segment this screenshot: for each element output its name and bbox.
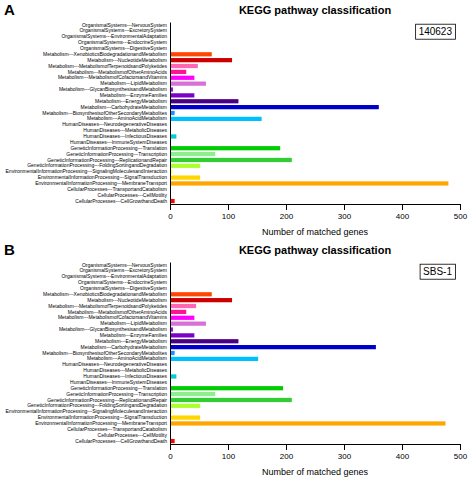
bars — [170, 52, 448, 203]
bar — [170, 304, 196, 308]
tick-mark — [286, 204, 287, 210]
tick-mark — [228, 444, 229, 450]
bar — [170, 146, 280, 150]
tick-mark — [170, 204, 171, 210]
tick-label: 400 — [396, 452, 410, 461]
bar — [170, 93, 194, 97]
tick-label: 500 — [454, 212, 468, 221]
tick-label: 300 — [338, 452, 352, 461]
tick-label: 0 — [168, 212, 173, 221]
tick: 400 — [396, 204, 410, 221]
label-box-frame — [416, 24, 456, 39]
label-box: 140623 — [416, 24, 456, 39]
bar — [170, 105, 379, 109]
label-box: SBS-1 — [420, 264, 455, 279]
label-text: 140623 — [419, 26, 453, 37]
x-axis: 0 100 200 300 400 500 — [168, 204, 467, 221]
tick: 300 — [338, 204, 352, 221]
bar — [170, 415, 200, 419]
bar — [170, 76, 194, 80]
bar — [170, 70, 186, 74]
y-axis: OrganismalSystems---NervousSystemOrganis… — [6, 262, 171, 445]
tick-label: 500 — [454, 452, 468, 461]
chart-root: 0 100 200 300 400 500 OrganismalSystems---Nerv… — [0, 0, 474, 480]
tick-label: 200 — [280, 452, 294, 461]
tick-label: CellularProcesses---CellGrowthandDeath — [75, 438, 167, 444]
label-text: SBS-1 — [423, 266, 452, 277]
tick-label: 100 — [222, 212, 236, 221]
bar — [170, 298, 232, 302]
bar — [170, 421, 446, 425]
tick-label: CellularProcesses---CellGrowthandDeath — [75, 198, 167, 204]
bar — [170, 322, 206, 326]
panel-letter: B — [4, 241, 15, 258]
bar — [170, 164, 200, 168]
bar — [170, 117, 262, 121]
bar — [170, 82, 206, 86]
tick-mark — [228, 204, 229, 210]
tick: 0 — [168, 444, 173, 461]
tick: CellularProcesses---CellGrowthandDeath — [75, 438, 167, 444]
tick: 100 — [222, 204, 236, 221]
x-axis: 0 100 200 300 400 500 — [168, 444, 467, 461]
tick: 500 — [454, 444, 468, 461]
bar — [170, 357, 258, 361]
bar — [170, 64, 198, 68]
title: KEGG pathway classification — [239, 4, 391, 16]
tick-label: 200 — [280, 212, 294, 221]
tick-mark — [344, 204, 345, 210]
bar — [170, 181, 448, 185]
tick: 400 — [396, 444, 410, 461]
tick-mark — [460, 444, 461, 450]
title: KEGG pathway classification — [239, 244, 391, 256]
tick: 200 — [280, 444, 294, 461]
bar — [170, 316, 194, 320]
bar — [170, 333, 194, 337]
tick-mark — [286, 444, 287, 450]
tick-label: 100 — [222, 452, 236, 461]
tick-mark — [460, 204, 461, 210]
bar — [170, 152, 215, 156]
axis-title: Number of matched genes — [262, 467, 369, 477]
tick: CellularProcesses---CellGrowthandDeath — [75, 198, 167, 204]
tick-mark — [170, 444, 171, 450]
axis-line — [171, 205, 461, 211]
tick-label: 400 — [396, 212, 410, 221]
bar — [170, 339, 238, 343]
axis-title: Number of matched genes — [262, 227, 369, 237]
bar — [170, 392, 215, 396]
tick: 0 — [168, 204, 173, 221]
axis-line — [170, 263, 171, 445]
y-axis: OrganismalSystems---NervousSystemOrganis… — [6, 22, 171, 205]
tick: 300 — [338, 444, 352, 461]
bar — [170, 175, 200, 179]
bar — [170, 292, 212, 296]
bar — [170, 404, 200, 408]
axis-line — [171, 445, 461, 451]
tick-label: 300 — [338, 212, 352, 221]
bar — [170, 310, 186, 314]
bar — [170, 158, 292, 162]
bar — [170, 99, 238, 103]
bars — [170, 292, 446, 443]
bar — [170, 398, 292, 402]
panel-letter: A — [4, 1, 15, 18]
bar — [170, 52, 212, 56]
bar — [170, 345, 376, 349]
tick-mark — [344, 444, 345, 450]
tick-mark — [402, 204, 403, 210]
axis-line — [170, 23, 171, 205]
bar — [170, 58, 232, 62]
tick: 200 — [280, 204, 294, 221]
tick-label: 0 — [168, 452, 173, 461]
panel: 0 100 200 300 400 500 OrganismalSystems---Nerv… — [6, 22, 468, 221]
tick: 100 — [222, 444, 236, 461]
bar — [170, 386, 283, 390]
tick-mark — [402, 444, 403, 450]
label-box-frame — [420, 264, 455, 279]
panel: 0 100 200 300 400 500 OrganismalSystems---Nerv… — [6, 262, 468, 461]
tick: 500 — [454, 204, 468, 221]
